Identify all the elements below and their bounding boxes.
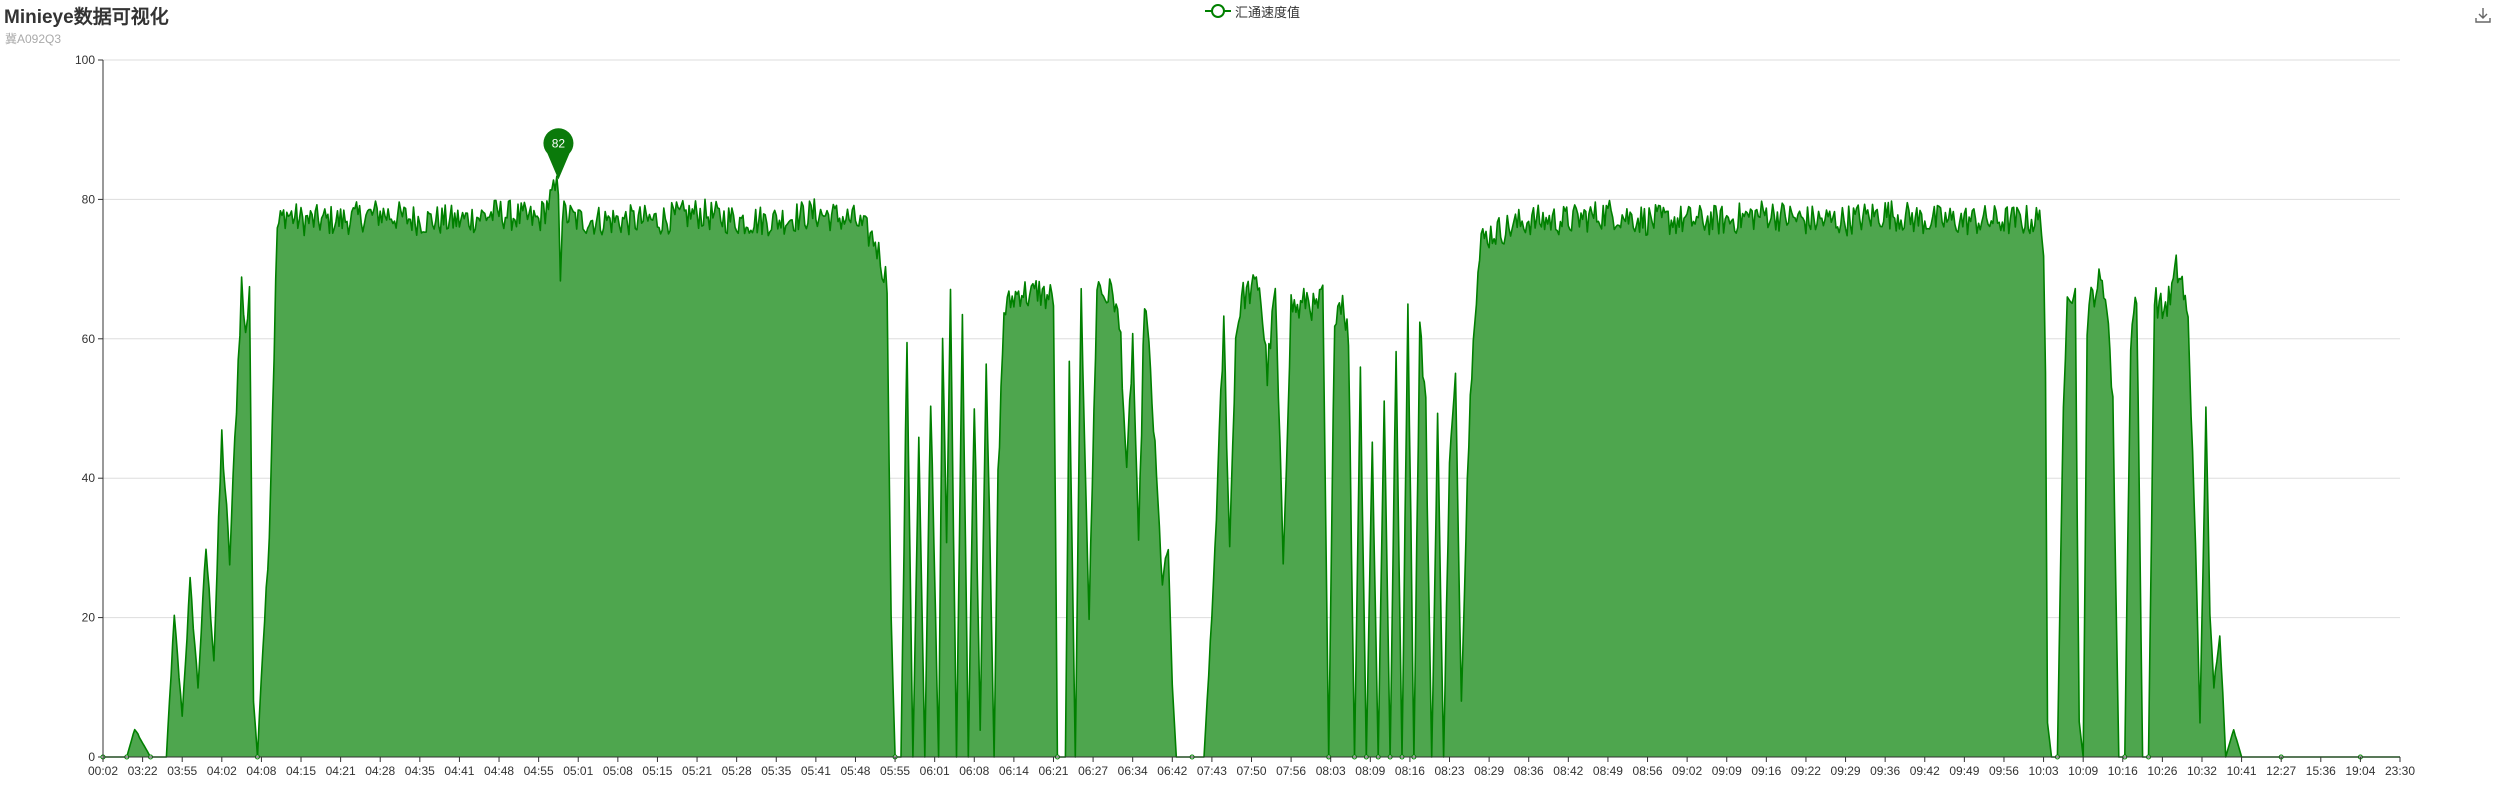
y-tick-label: 40 [82, 471, 96, 485]
y-tick-label: 20 [82, 611, 96, 625]
x-tick-label: 05:28 [722, 764, 752, 778]
x-tick-label: 08:49 [1593, 764, 1623, 778]
x-tick-label: 05:35 [761, 764, 791, 778]
x-tick-label: 09:56 [1989, 764, 2019, 778]
x-tick-label: 09:36 [1870, 764, 1900, 778]
x-tick-label: 09:02 [1672, 764, 1702, 778]
x-tick-label: 10:41 [2227, 764, 2257, 778]
y-tick-label: 100 [75, 53, 95, 67]
x-tick-label: 08:56 [1633, 764, 1663, 778]
x-tick-label: 04:08 [246, 764, 276, 778]
x-tick-label: 05:21 [682, 764, 712, 778]
x-tick-label: 03:22 [128, 764, 158, 778]
x-tick-label: 04:15 [286, 764, 316, 778]
y-tick-label: 0 [88, 750, 95, 764]
x-tick-label: 08:09 [1355, 764, 1385, 778]
x-tick-label: 04:41 [444, 764, 474, 778]
x-tick-label: 15:36 [2306, 764, 2336, 778]
x-tick-label: 04:02 [207, 764, 237, 778]
x-tick-label: 05:55 [880, 764, 910, 778]
x-tick-label: 04:55 [524, 764, 554, 778]
x-tick-label: 06:21 [1038, 764, 1068, 778]
x-tick-label: 04:28 [365, 764, 395, 778]
x-tick-label: 09:09 [1712, 764, 1742, 778]
x-tick-label: 05:15 [642, 764, 672, 778]
x-tick-label: 09:49 [1949, 764, 1979, 778]
x-tick-label: 04:21 [326, 764, 356, 778]
x-tick-label: 05:01 [563, 764, 593, 778]
x-tick-label: 10:26 [2147, 764, 2177, 778]
chart-title: Minieye数据可视化 [4, 7, 169, 28]
x-tick-label: 07:43 [1197, 764, 1227, 778]
x-tick-label: 10:03 [2029, 764, 2059, 778]
y-tick-label: 80 [82, 192, 96, 206]
x-tick-label: 08:23 [1435, 764, 1465, 778]
x-tick-label: 05:08 [603, 764, 633, 778]
x-tick-label: 03:55 [167, 764, 197, 778]
x-tick-label: 06:42 [1157, 764, 1187, 778]
legend-line-circle-icon [1205, 4, 1231, 18]
x-tick-label: 09:16 [1751, 764, 1781, 778]
x-tick-label: 07:50 [1236, 764, 1266, 778]
x-tick-label: 05:48 [840, 764, 870, 778]
max-point-label: 82 [552, 136, 566, 150]
x-tick-label: 06:01 [920, 764, 950, 778]
x-tick-label: 09:22 [1791, 764, 1821, 778]
x-tick-label: 09:29 [1831, 764, 1861, 778]
x-tick-label: 00:02 [88, 764, 118, 778]
series-line [103, 175, 2400, 758]
chart-subtitle: 冀A092Q3 [5, 32, 62, 46]
legend-label: 汇通速度值 [1235, 4, 1301, 20]
x-tick-label: 06:27 [1078, 764, 1108, 778]
x-tick-label: 06:08 [959, 764, 989, 778]
x-tick-label: 04:35 [405, 764, 435, 778]
x-tick-label: 08:16 [1395, 764, 1425, 778]
x-tick-label: 10:16 [2108, 764, 2138, 778]
x-tick-label: 10:09 [2068, 764, 2098, 778]
x-tick-label: 19:04 [2345, 764, 2375, 778]
x-tick-label: 06:34 [1118, 764, 1148, 778]
y-tick-label: 60 [82, 332, 96, 346]
x-tick-label: 08:03 [1316, 764, 1346, 778]
x-tick-label: 06:14 [999, 764, 1029, 778]
x-tick-label: 04:48 [484, 764, 514, 778]
x-tick-label: 10:32 [2187, 764, 2217, 778]
x-tick-label: 09:42 [1910, 764, 1940, 778]
x-tick-label: 05:41 [801, 764, 831, 778]
max-point-marker-icon [543, 128, 574, 180]
x-tick-label: 08:42 [1553, 764, 1583, 778]
download-icon [2475, 8, 2491, 23]
x-tick-label: 07:56 [1276, 764, 1306, 778]
x-tick-label: 12:27 [2266, 764, 2296, 778]
x-tick-label: 08:29 [1474, 764, 1504, 778]
save-image-button[interactable] [2474, 6, 2492, 24]
x-tick-label: 08:36 [1514, 764, 1544, 778]
series-area-fill [103, 176, 2400, 757]
x-tick-label: 23:30 [2385, 764, 2415, 778]
legend-item-speed[interactable]: 汇通速度值 [1205, 2, 1300, 20]
